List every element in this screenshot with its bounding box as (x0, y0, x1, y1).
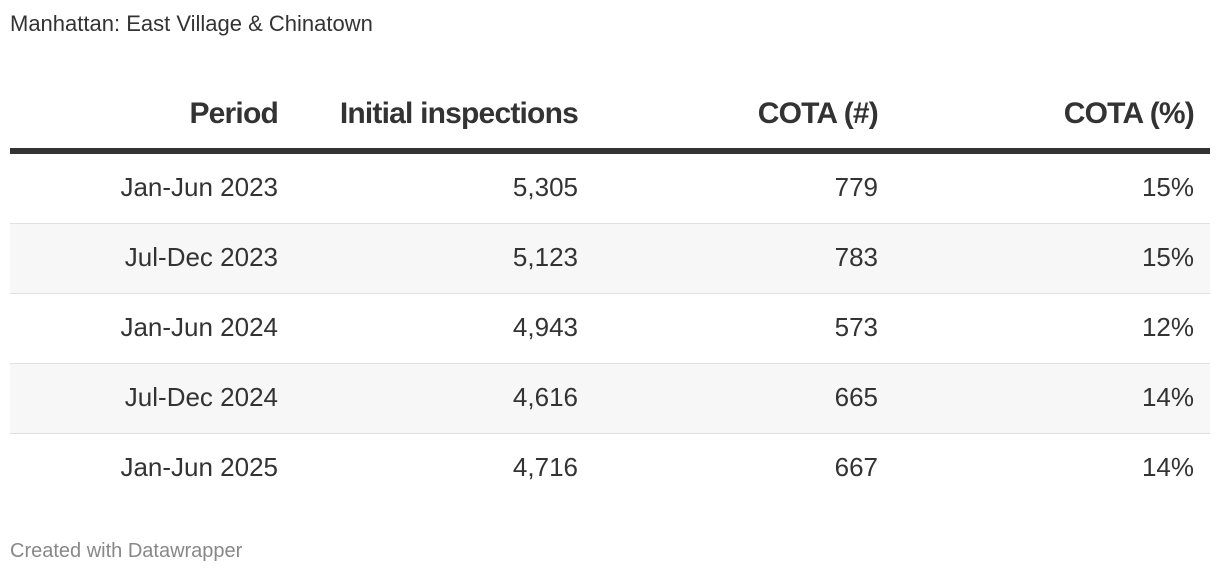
cell-cota-count: 783 (834, 242, 878, 272)
cell-period: Jul-Dec 2023 (124, 242, 278, 272)
table-header-row: Period Initial inspections COTA (#) COTA… (10, 78, 1210, 154)
cell-cota-count: 779 (834, 172, 878, 202)
data-table: Period Initial inspections COTA (#) COTA… (10, 78, 1210, 504)
cell-cota-count: 665 (834, 382, 878, 412)
table-row: Jul-Dec 2023 5,123 783 15% (10, 224, 1210, 294)
cell-initial-inspections: 5,123 (512, 242, 578, 272)
cell-cota-percent: 14% (1141, 382, 1194, 412)
cell-initial-inspections: 4,943 (512, 312, 578, 342)
column-header-cota-count: COTA (#) (757, 97, 879, 130)
cell-cota-percent: 12% (1141, 312, 1194, 342)
column-header-initial-inspections: Initial inspections (339, 97, 579, 130)
footer-credit: Created with Datawrapper (10, 540, 243, 562)
table-row: Jan-Jun 2023 5,305 779 15% (10, 154, 1210, 224)
cell-cota-percent: 15% (1141, 172, 1194, 202)
cell-period: Jan-Jun 2024 (120, 312, 278, 342)
cell-period: Jan-Jun 2023 (120, 172, 278, 202)
cell-cota-percent: 14% (1141, 452, 1194, 482)
column-header-period: Period (189, 97, 278, 130)
cell-initial-inspections: 4,616 (512, 382, 578, 412)
cell-initial-inspections: 4,716 (512, 452, 578, 482)
cell-initial-inspections: 5,305 (512, 172, 578, 202)
cell-cota-count: 573 (834, 312, 878, 342)
table-row: Jan-Jun 2025 4,716 667 14% (10, 434, 1210, 504)
column-header-cota-percent: COTA (%) (1063, 97, 1195, 130)
chart-subtitle: Manhattan: East Village & Chinatown (10, 11, 373, 36)
cell-period: Jan-Jun 2025 (120, 452, 278, 482)
cell-cota-percent: 15% (1141, 242, 1194, 272)
cell-period: Jul-Dec 2024 (124, 382, 278, 412)
cell-cota-count: 667 (834, 452, 878, 482)
table-row: Jan-Jun 2024 4,943 573 12% (10, 294, 1210, 364)
table-row: Jul-Dec 2024 4,616 665 14% (10, 364, 1210, 434)
